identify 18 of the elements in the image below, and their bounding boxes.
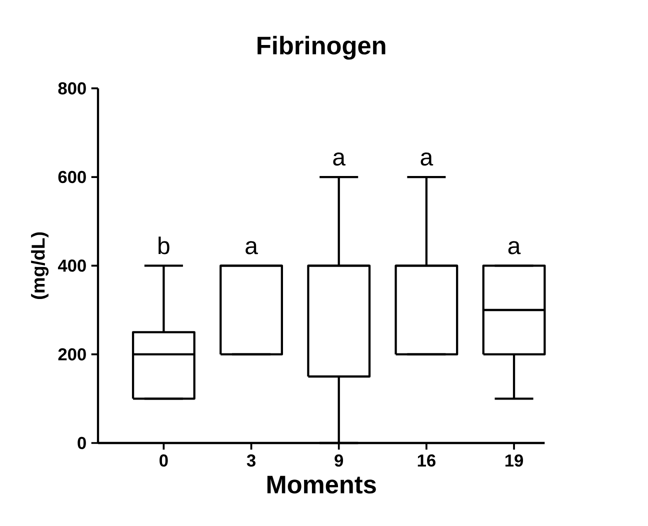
x-tick-label: 9 xyxy=(334,454,344,467)
y-tick-label: 400 xyxy=(58,260,86,272)
y-tick-label: 200 xyxy=(58,348,86,360)
x-tick-label: 0 xyxy=(160,454,168,467)
x-axis-title: Moments xyxy=(267,476,376,494)
y-tick-label: 600 xyxy=(58,170,86,184)
annotation: a xyxy=(420,152,434,166)
annotation: a xyxy=(508,241,521,254)
y-axis-title: (mg/dL) xyxy=(31,232,49,299)
y-tick-label: 0 xyxy=(78,436,86,450)
annotation: b xyxy=(158,236,170,254)
x-tick-label: 3 xyxy=(246,454,256,467)
annotation: a xyxy=(333,152,346,166)
x-tick-label: 19 xyxy=(505,454,524,467)
x-tick-label: 16 xyxy=(418,454,436,467)
y-tick-label: 800 xyxy=(58,82,86,94)
chart-title: Fibrinogen xyxy=(258,36,386,60)
annotation: a xyxy=(246,241,258,254)
